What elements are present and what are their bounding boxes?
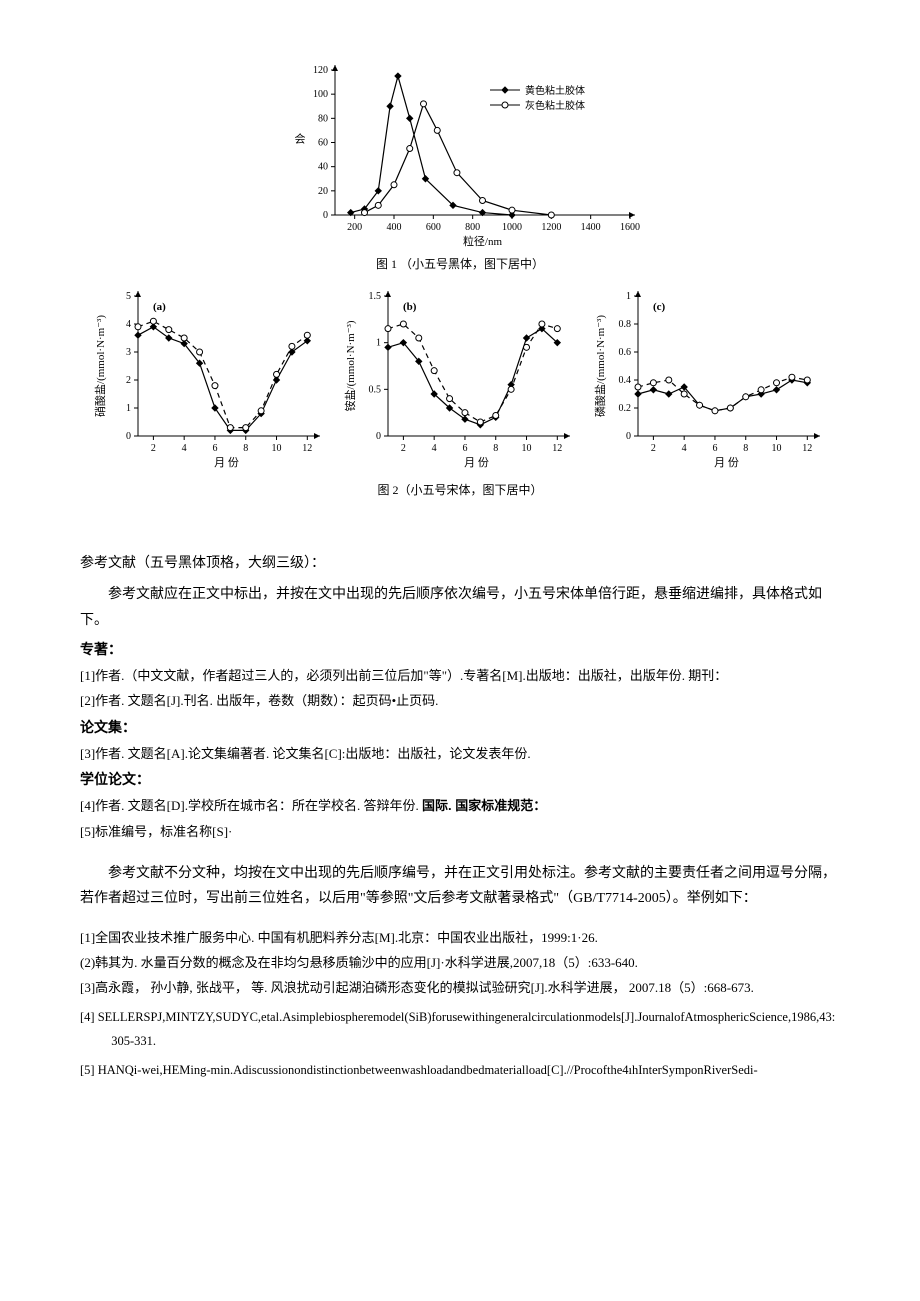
svg-text:黄色粘土胶体: 黄色粘土胶体: [525, 84, 585, 97]
svg-text:3: 3: [126, 347, 131, 358]
svg-text:2: 2: [151, 443, 156, 454]
svg-text:0.2: 0.2: [619, 403, 632, 414]
svg-text:月 份: 月 份: [714, 456, 739, 469]
type-thesis-format-b: 国际. 国家标准规范：: [422, 798, 546, 813]
svg-text:0.4: 0.4: [619, 375, 632, 386]
references-intro: 参考文献应在正文中标出，并按在文中出现的先后顺序依次编号，小五号宋体单倍行距，悬…: [80, 582, 840, 632]
svg-text:(a): (a): [153, 301, 166, 313]
svg-text:8: 8: [493, 443, 498, 454]
svg-text:1: 1: [626, 291, 631, 302]
fig1-caption: 图 1 （小五号黑体，图下居中）: [376, 254, 544, 276]
svg-text:120: 120: [313, 65, 328, 76]
svg-text:4: 4: [682, 443, 687, 454]
svg-text:800: 800: [465, 222, 480, 233]
svg-text:6: 6: [712, 443, 717, 454]
svg-text:8: 8: [243, 443, 248, 454]
svg-text:(c): (c): [653, 301, 666, 313]
svg-text:40: 40: [318, 162, 328, 173]
svg-text:1: 1: [126, 403, 131, 414]
svg-text:12: 12: [302, 443, 312, 454]
svg-text:10: 10: [272, 443, 282, 454]
svg-text:2: 2: [126, 375, 131, 386]
chart-2a: 24681012012345月 份硝酸盐/(mmol·N·m⁻³)(a): [90, 286, 330, 476]
svg-text:0: 0: [626, 431, 631, 442]
type-proceedings-format: [3]作者. 文题名[A].论文集编著者. 论文集名[C]:出版地：出版社，论文…: [80, 742, 840, 765]
svg-text:月 份: 月 份: [214, 456, 239, 469]
svg-text:400: 400: [387, 222, 402, 233]
svg-text:600: 600: [426, 222, 441, 233]
chart-2-row: 24681012012345月 份硝酸盐/(mmol·N·m⁻³)(a) 246…: [90, 286, 830, 476]
svg-text:0.5: 0.5: [369, 384, 382, 395]
examples-block: [1]全国农业技术推广服务中心. 中国有机肥料养分志[M].北京：中国农业出版社…: [80, 926, 840, 1083]
svg-text:铵盐/(mmol·N·m⁻³): 铵盐/(mmol·N·m⁻³): [343, 320, 357, 411]
type-monograph-format: [1]作者.（中文文献，作者超过三人的，必须列出前三位后加"等"）.专著名[M]…: [80, 664, 840, 687]
svg-text:粒径/nm: 粒径/nm: [463, 234, 503, 248]
svg-text:8: 8: [743, 443, 748, 454]
svg-text:5: 5: [126, 291, 131, 302]
svg-text:0.6: 0.6: [619, 347, 632, 358]
svg-text:12: 12: [552, 443, 562, 454]
chart-2b: 2 4 6 8 10 12 0 0.5 1 1.5 月 份 铵盐/(mmol·N·m⁻³) (b): [340, 286, 580, 476]
svg-text:1400: 1400: [581, 222, 601, 233]
svg-text:月 份: 月 份: [464, 456, 489, 469]
svg-text:0.8: 0.8: [619, 319, 632, 330]
svg-text:100: 100: [313, 89, 328, 100]
type-thesis-label: 学位论文：: [80, 767, 840, 792]
chart-1: 200 400 600 800 1000 1200 1400 1600 0 20 40 60 80 100…: [280, 60, 640, 250]
svg-text:80: 80: [318, 113, 328, 124]
ref-example: (2)韩其为. 水量百分数的概念及在非均匀悬移质输沙中的应用[J]·水科学进展,…: [80, 951, 840, 974]
svg-text:60: 60: [318, 138, 328, 149]
references-heading: 参考文献（五号黑体顶格，大纲三级）：: [80, 551, 840, 576]
svg-text:1200: 1200: [541, 222, 561, 233]
svg-text:2: 2: [651, 443, 656, 454]
svg-text:0: 0: [323, 210, 328, 221]
svg-text:4: 4: [432, 443, 437, 454]
svg-text:6: 6: [462, 443, 467, 454]
svg-text:4: 4: [182, 443, 187, 454]
svg-text:10: 10: [772, 443, 782, 454]
svg-text:灰色粘土胶体: 灰色粘土胶体: [525, 99, 585, 112]
ref-example: [1]全国农业技术推广服务中心. 中国有机肥料养分志[M].北京：中国农业出版社…: [80, 926, 840, 949]
figures-block: 2004006008001000120014001600020406080100…: [80, 60, 840, 511]
svg-text:6: 6: [212, 443, 217, 454]
references-note: 参考文献不分文种，均按在文中出现的先后顺序编号，并在正文引用处标注。参考文献的主…: [80, 861, 840, 911]
svg-text:1.5: 1.5: [369, 291, 382, 302]
type-monograph-label: 专著：: [80, 637, 840, 662]
type-journal-format: [2]作者. 文题名[J].刊名. 出版年，卷数（期数）：起页码•止页码.: [80, 689, 840, 712]
svg-text:0: 0: [376, 431, 381, 442]
svg-text:4: 4: [126, 319, 131, 330]
svg-text:会: 会: [295, 133, 306, 146]
svg-text:10: 10: [522, 443, 532, 454]
svg-text:12: 12: [802, 443, 812, 454]
svg-text:1000: 1000: [502, 222, 522, 233]
type-standard-format: [5]标准编号，标准名称[S]·: [80, 820, 840, 843]
svg-text:1600: 1600: [620, 222, 640, 233]
svg-text:0: 0: [126, 431, 131, 442]
type-thesis-format-a: [4]作者. 文题名[D].学校所在城市名：所在学校名. 答辩年份.: [80, 798, 422, 813]
svg-text:2: 2: [401, 443, 406, 454]
svg-text:200: 200: [347, 222, 362, 233]
type-thesis-format: [4]作者. 文题名[D].学校所在城市名：所在学校名. 答辩年份. 国际. 国…: [80, 794, 840, 817]
svg-text:1: 1: [376, 337, 381, 348]
ref-example: [3]高永霞， 孙小静, 张战平， 等. 风浪扰动引起湖泊磷形态变化的模拟试验研…: [80, 976, 840, 999]
type-proceedings-label: 论文集：: [80, 715, 840, 740]
svg-text:(b): (b): [403, 301, 417, 313]
svg-text:20: 20: [318, 186, 328, 197]
chart-2c: 2 4 6 8 10 12 0 0.2 0.4 0.6 0.8 1 月 份 磷酸盐/(mmol·N·m⁻³…: [590, 286, 830, 476]
svg-text:磷酸盐/(mmol·N·m⁻³): 磷酸盐/(mmol·N·m⁻³): [593, 314, 607, 416]
svg-text:硝酸盐/(mmol·N·m⁻³): 硝酸盐/(mmol·N·m⁻³): [93, 314, 107, 416]
fig2-caption: 图 2（小五号宋体，图下居中）: [377, 480, 542, 502]
ref-example: [4] SELLERSPJ,MINTZY,SUDYC,etal.Asimpleb…: [80, 1006, 840, 1054]
ref-example: [5] HANQi-wei,HEMing-min.Adiscussionondi…: [80, 1059, 840, 1083]
